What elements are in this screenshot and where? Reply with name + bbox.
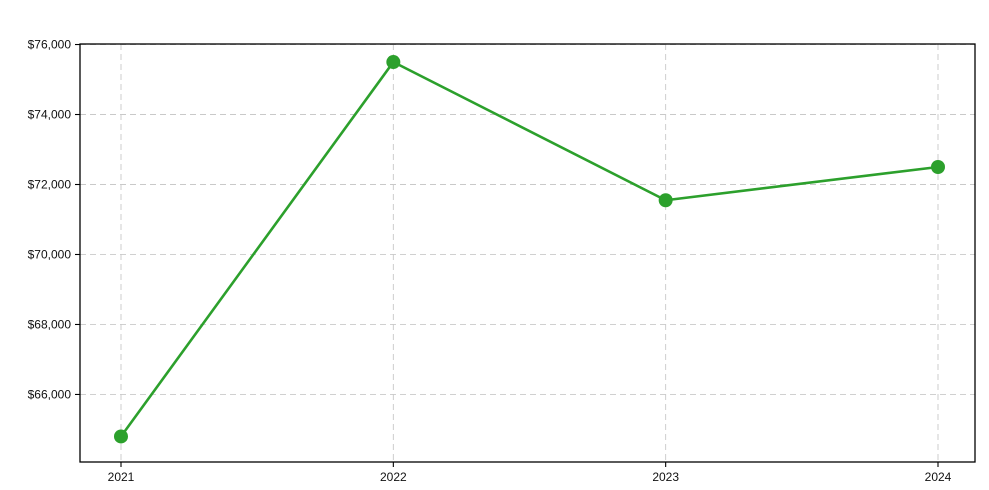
series-line [119,60,940,438]
x-tick-label: 2023 [652,470,679,484]
y-tick-label: $70,000 [28,247,72,261]
y-tick-label: $76,000 [28,38,72,52]
y-tick-label: $68,000 [28,317,72,331]
y-tick-label: $66,000 [28,387,72,401]
x-tick-label: 2024 [925,470,952,484]
data-point-marker [386,55,401,70]
y-tick-label: $74,000 [28,108,72,122]
data-point-marker [114,429,128,444]
y-tick-label: $72,000 [28,177,72,191]
data-point-marker [931,160,945,175]
x-tick-label: 2022 [380,470,407,484]
data-point-marker [658,193,673,208]
x-tick-label: 2021 [108,470,135,484]
axes-spines [79,43,976,463]
